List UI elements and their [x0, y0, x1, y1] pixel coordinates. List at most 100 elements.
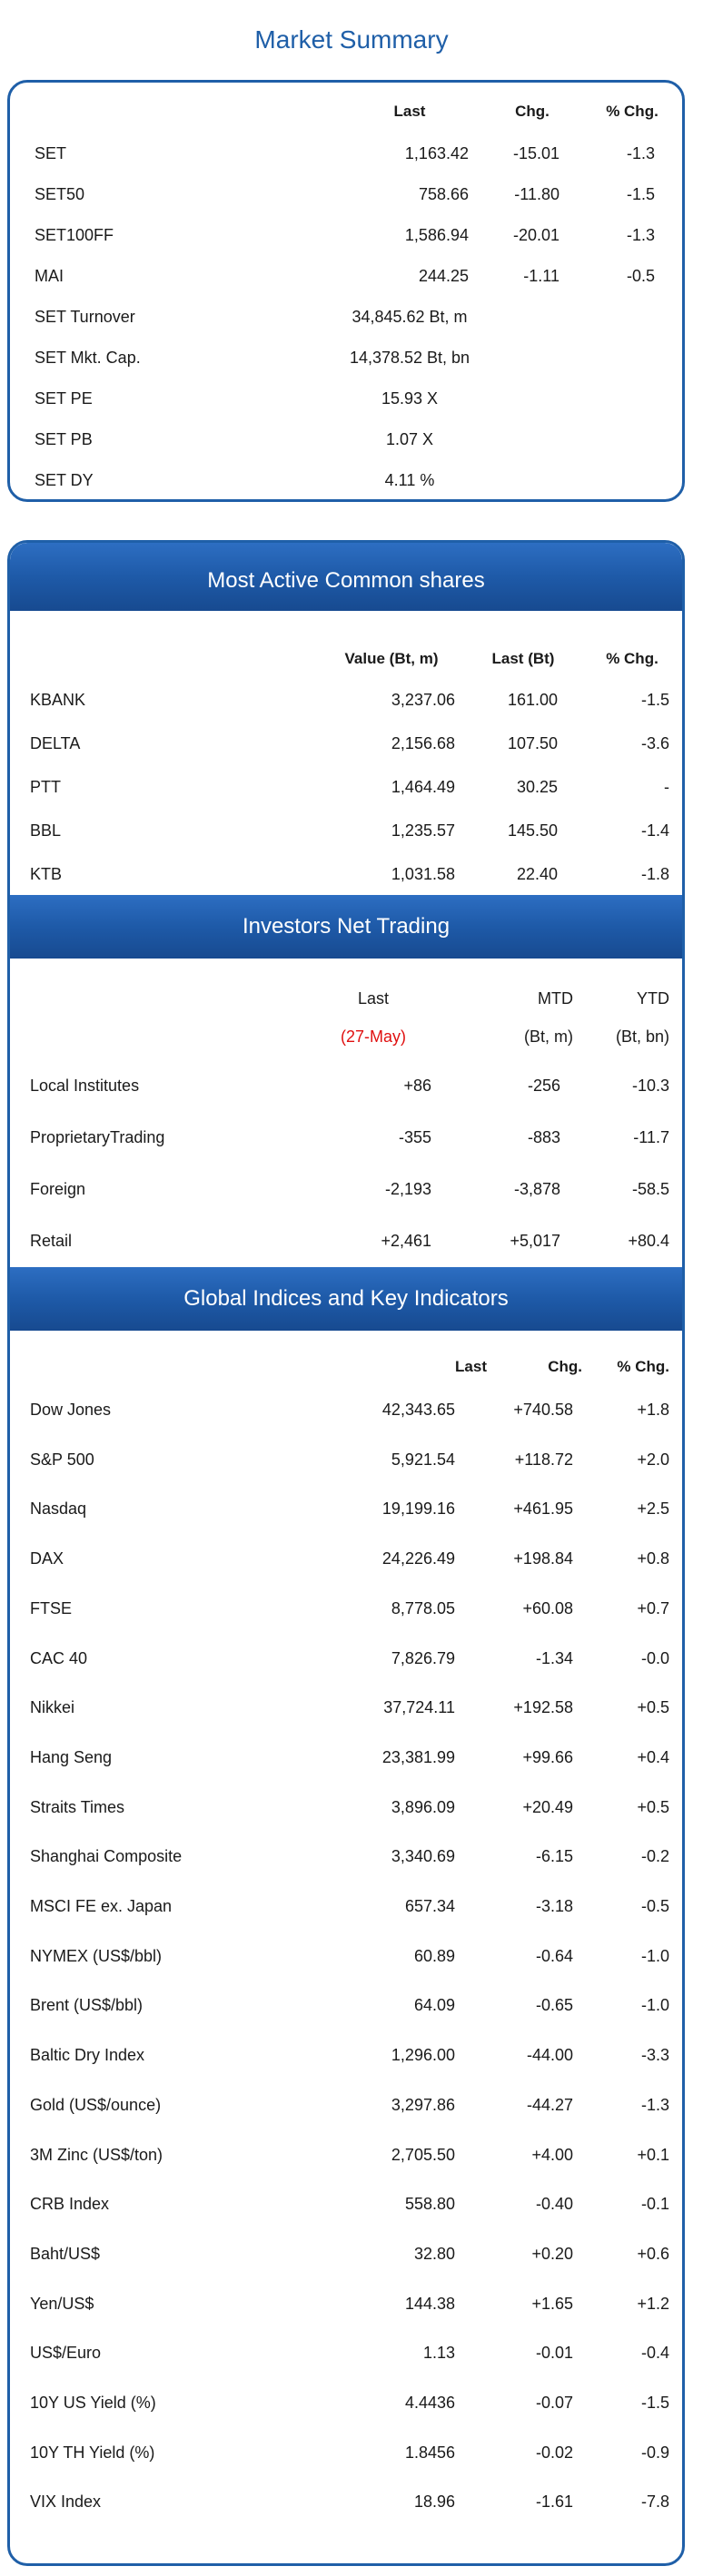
most-active-header-pct: % Chg. [606, 650, 658, 667]
summary-row-value: 15.93 X [381, 389, 439, 408]
global-last: 32.80 [413, 2244, 455, 2263]
most-active-symbol: KTB [30, 865, 63, 883]
global-last: 23,381.99 [381, 1747, 455, 1766]
global-last: 24,226.49 [381, 1549, 455, 1568]
investors-type: Foreign [30, 1180, 86, 1198]
global-last: 1.13 [422, 2344, 455, 2363]
summary-row-value: 4.11 % [384, 471, 435, 489]
summary-row-last: 758.66 [418, 185, 469, 203]
most-active-header-value: Value (Bt, m) [344, 650, 439, 667]
global-last: 5,921.54 [391, 1450, 455, 1469]
global-chg: -0.07 [535, 2394, 573, 2412]
global-chg: -0.40 [535, 2195, 573, 2214]
global-name: 3M Zinc (US$/ton) [30, 2145, 163, 2164]
summary-row-pct: -1.3 [626, 226, 655, 244]
global-name: FTSE [30, 1598, 73, 1617]
summary-row-last: 1,586.94 [404, 226, 469, 244]
summary-row-name: SET PB [35, 430, 93, 448]
global-name: Nikkei [30, 1698, 75, 1717]
global-name: Gold (US$/ounce) [30, 2095, 162, 2114]
most-active-value: 1,031.58 [391, 865, 455, 883]
global-chg: -0.02 [535, 2443, 573, 2462]
global-last: 42,343.65 [381, 1401, 455, 1419]
most-active-symbol: BBL [30, 821, 62, 840]
page-title: Market Summary [254, 25, 449, 54]
global-pct: +2.5 [637, 1499, 669, 1519]
global-name: CRB Index [30, 2195, 110, 2214]
most-active-symbol: PTT [30, 778, 61, 796]
investors-ytd: +80.4 [628, 1232, 669, 1250]
global-pct: -0.5 [640, 1897, 669, 1915]
global-chg: +740.58 [513, 1401, 573, 1419]
most-active-value: 2,156.68 [391, 734, 455, 752]
summary-row-name: SET Turnover [35, 308, 135, 326]
investors-subheader-date: (27-May) [340, 1027, 406, 1046]
global-name: MSCI FE ex. Japan [30, 1897, 173, 1915]
investors-ytd: -10.3 [631, 1077, 669, 1095]
global-header-pct: % Chg. [617, 1358, 669, 1375]
investors-banner: Investors Net Trading [10, 895, 682, 959]
global-pct: -0.2 [640, 1847, 669, 1866]
global-pct: -0.4 [640, 2344, 669, 2363]
investors-type: Local Institutes [30, 1077, 140, 1095]
global-last: 1,296.00 [391, 2046, 455, 2065]
most-active-last: 30.25 [516, 778, 558, 796]
summary-row-chg: -1.11 [523, 267, 559, 285]
global-pct: +1.2 [637, 2294, 669, 2313]
global-chg: +0.20 [531, 2244, 573, 2263]
global-last: 18.96 [413, 2492, 455, 2512]
global-chg: -1.61 [535, 2492, 573, 2512]
summary-row-name: SET DY [35, 471, 94, 489]
global-name: Nasdaq [30, 1499, 87, 1519]
summary-row-name: SET PE [35, 389, 93, 408]
summary-header-chg: Chg. [515, 103, 550, 120]
summary-row-value: 1.07 X [385, 430, 434, 448]
global-name: CAC 40 [30, 1648, 88, 1667]
summary-row-pct: -0.5 [626, 267, 655, 285]
most-active-pct: - [664, 778, 669, 796]
global-chg: +99.66 [522, 1747, 573, 1766]
most-active-pct: -1.5 [640, 691, 669, 709]
investors-type: Retail [30, 1232, 73, 1250]
global-name: S&P 500 [30, 1450, 94, 1469]
most-active-symbol: KBANK [30, 691, 86, 709]
global-last: 1.8456 [404, 2443, 455, 2462]
summary-row-pct: -1.3 [626, 144, 655, 162]
global-chg: +4.00 [531, 2145, 573, 2164]
investors-header-mtd: MTD [538, 989, 573, 1008]
global-last: 8,778.05 [391, 1598, 455, 1617]
most-active-symbol: DELTA [30, 734, 81, 752]
global-last: 2,705.50 [391, 2145, 455, 2164]
global-pct: +2.0 [637, 1450, 669, 1469]
summary-row-name: SET Mkt. Cap. [35, 349, 141, 367]
most-active-last: 22.40 [516, 865, 558, 883]
most-active-last: 145.50 [507, 821, 558, 840]
most-active-header-last: Last (Bt) [491, 650, 555, 667]
global-name: Hang Seng [30, 1747, 113, 1766]
summary-row-chg: -15.01 [512, 144, 559, 162]
global-name: Shanghai Composite [30, 1847, 183, 1866]
global-chg: -1.34 [535, 1648, 573, 1667]
summary-row-last: 1,163.42 [404, 144, 469, 162]
investors-ytd: -11.7 [633, 1128, 669, 1146]
global-chg: +60.08 [522, 1598, 573, 1617]
market-detail-panel: Most Active Common shares Value (Bt, m) … [7, 540, 685, 2566]
most-active-pct: -1.4 [640, 821, 669, 840]
global-pct: -0.1 [640, 2195, 669, 2214]
global-pct: -1.0 [640, 1946, 669, 1965]
global-last: 144.38 [404, 2294, 455, 2313]
global-chg: +20.49 [522, 1797, 573, 1816]
global-chg: -0.65 [535, 1996, 573, 2015]
most-active-pct: -1.8 [640, 865, 669, 883]
global-pct: +0.5 [637, 1698, 669, 1717]
global-chg: +118.72 [514, 1450, 573, 1469]
global-last: 64.09 [413, 1996, 455, 2015]
global-pct: +0.7 [637, 1598, 669, 1617]
investors-ytd: -58.5 [631, 1180, 669, 1198]
global-chg: -44.27 [526, 2095, 573, 2114]
summary-row-name: SET100FF [35, 226, 114, 244]
global-chg: -3.18 [535, 1897, 573, 1915]
global-chg: +192.58 [513, 1698, 573, 1717]
global-name: Dow Jones [30, 1401, 112, 1419]
investors-last: +86 [403, 1077, 431, 1095]
